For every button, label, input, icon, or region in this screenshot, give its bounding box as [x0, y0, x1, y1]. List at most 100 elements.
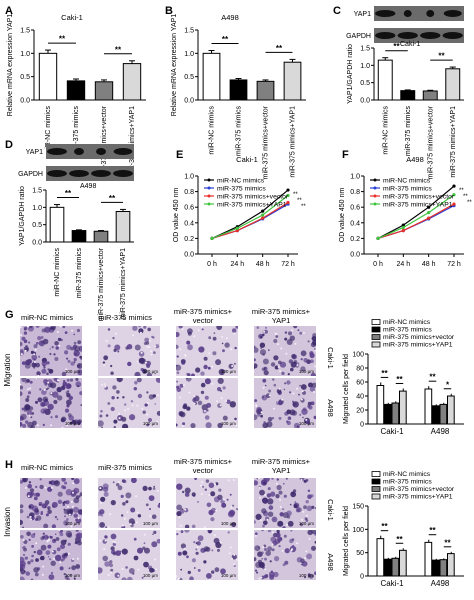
panel-c-x-tick-label: miR-375 mimics+YAP1 [450, 106, 457, 178]
stained-cell [48, 480, 53, 485]
membrane-pore [259, 519, 262, 522]
panel-e-y-label: OD value 450 nm [173, 188, 180, 243]
stained-cell [235, 326, 238, 329]
stained-cell [20, 509, 24, 514]
membrane-pore [118, 417, 121, 420]
stained-cell [267, 416, 273, 422]
stained-cell [261, 530, 264, 532]
stained-cell [68, 567, 71, 570]
stained-cell [27, 483, 32, 489]
stained-cell [288, 331, 292, 336]
panel-d-y-tick-label: 0.5 [32, 222, 42, 229]
stained-cell [35, 341, 39, 345]
stained-cell [125, 566, 128, 569]
stained-cell [21, 547, 24, 549]
stained-cell [133, 387, 137, 391]
stained-cell [31, 545, 34, 548]
panel-h-cell-line-label: Caki-1 [326, 499, 335, 521]
stained-cell [176, 355, 179, 358]
stained-cell [273, 571, 279, 578]
panel-e-data-point [286, 188, 290, 192]
stained-cell [283, 388, 286, 391]
membrane-pore [208, 578, 211, 580]
membrane-pore [231, 557, 233, 560]
stained-cell [56, 547, 61, 552]
membrane-pore [27, 388, 29, 391]
stained-cell [28, 341, 31, 344]
membrane-pore [43, 389, 46, 391]
stained-cell [263, 370, 269, 376]
stained-cell [218, 368, 225, 376]
stained-cell [143, 561, 149, 568]
stained-cell [308, 382, 313, 388]
panel-h-micrograph: 100 μm [176, 530, 238, 580]
stained-cell [309, 351, 314, 356]
panel-f-y-tick-label: 0.0 [350, 252, 360, 259]
stained-cell [116, 396, 119, 399]
panel-e-sig-mark: ** [297, 198, 302, 204]
stained-cell [310, 494, 314, 498]
stained-cell [62, 326, 66, 329]
membrane-pore [99, 487, 102, 490]
panel-c-y-tick-label: 0.0 [360, 98, 370, 105]
membrane-pore [29, 515, 32, 518]
stained-cell [189, 576, 194, 580]
membrane-pore [300, 398, 303, 401]
stained-cell [268, 505, 274, 510]
panel-d-bar [71, 230, 87, 243]
stained-cell [261, 367, 266, 372]
membrane-pore [182, 384, 185, 387]
panel-a-sig-mark: ** [59, 35, 66, 44]
stained-cell [300, 563, 303, 566]
stained-cell [192, 494, 196, 497]
panel-c-title: Caki-1 [400, 41, 420, 48]
membrane-pore [33, 353, 36, 356]
panel-f-data-point [401, 223, 405, 227]
stained-cell [272, 378, 275, 381]
membrane-pore [35, 542, 38, 545]
panel-b-sig-mark: ** [276, 44, 283, 53]
stained-cell [148, 495, 155, 501]
stained-cell [256, 326, 260, 329]
stained-cell [112, 552, 117, 556]
stained-cell [258, 559, 262, 564]
panel-letter-d: D [5, 139, 13, 151]
stained-cell [27, 561, 31, 565]
panel-f-y-tick-label: 0.8 [350, 189, 360, 196]
stained-cell [198, 346, 205, 353]
panel-e-legend-label: miR-375 mimics+YAP1 [217, 202, 287, 209]
membrane-pore [115, 332, 118, 335]
micrograph-image: 100 μm [98, 378, 160, 428]
panel-c-sig-mark: ** [438, 52, 445, 61]
scale-bar-label: 100 μm [221, 369, 236, 374]
stained-cell [314, 348, 316, 350]
panel-d-blot-band [74, 148, 84, 155]
scale-bar-label: 100 μm [143, 521, 158, 526]
membrane-pore [76, 557, 79, 560]
stained-cell [43, 366, 46, 369]
panel-e-data-point [235, 226, 239, 230]
membrane-pore [286, 523, 289, 526]
membrane-pore [137, 568, 140, 571]
panel-b-y-tick-label: 1.0 [184, 51, 194, 58]
stained-cell [270, 491, 276, 497]
stained-cell [55, 537, 60, 541]
stained-cell [310, 401, 315, 406]
stained-cell [153, 351, 156, 354]
panel-g-sig-mark: * [446, 380, 450, 389]
stained-cell [256, 406, 262, 413]
stained-cell [55, 415, 58, 419]
stained-cell [182, 550, 188, 556]
stained-cell [28, 505, 32, 509]
stained-cell [279, 512, 284, 517]
panel-b-x-tick-label: miR-375 mimics+vector [263, 105, 270, 179]
stained-cell [20, 480, 24, 484]
panel-h-column-header: miR-375 mimics+ [252, 457, 311, 466]
stained-cell [205, 422, 212, 428]
stained-cell [101, 514, 104, 517]
panel-f-legend-label: miR-375 mimics+vector [383, 194, 455, 201]
stained-cell [187, 570, 191, 575]
membrane-pore [156, 575, 159, 578]
stained-cell [29, 380, 33, 384]
membrane-pore [44, 486, 47, 489]
